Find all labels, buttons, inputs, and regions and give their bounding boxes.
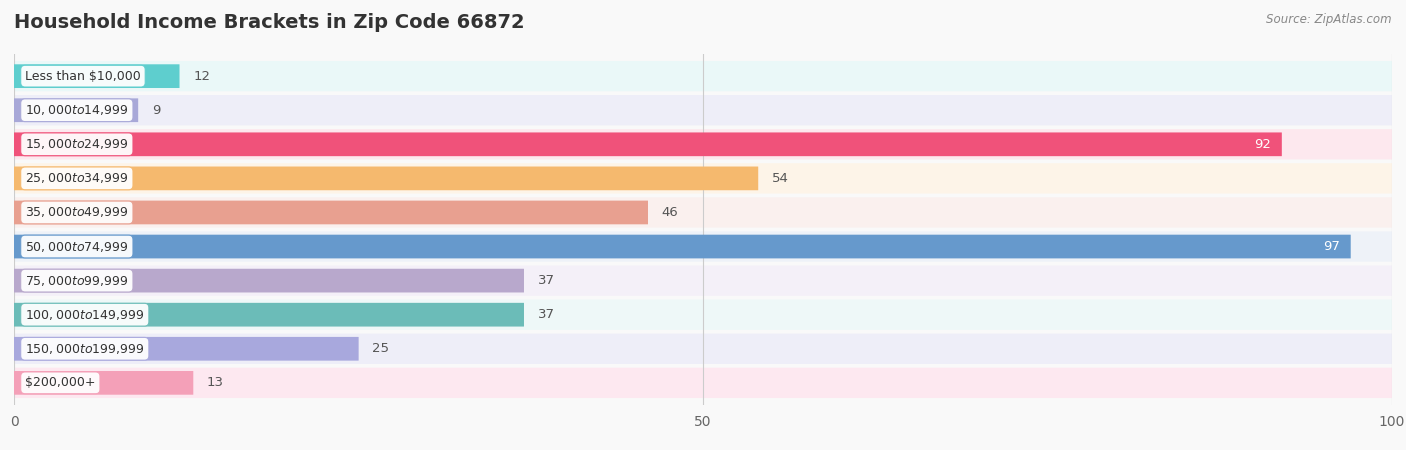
FancyBboxPatch shape bbox=[14, 166, 758, 190]
Text: 37: 37 bbox=[537, 274, 554, 287]
FancyBboxPatch shape bbox=[14, 61, 1392, 91]
Text: $100,000 to $149,999: $100,000 to $149,999 bbox=[25, 308, 145, 322]
FancyBboxPatch shape bbox=[14, 132, 1282, 156]
Text: $10,000 to $14,999: $10,000 to $14,999 bbox=[25, 103, 128, 117]
FancyBboxPatch shape bbox=[14, 129, 1392, 159]
Text: $150,000 to $199,999: $150,000 to $199,999 bbox=[25, 342, 145, 356]
Text: 54: 54 bbox=[772, 172, 789, 185]
FancyBboxPatch shape bbox=[14, 300, 1392, 330]
Text: $15,000 to $24,999: $15,000 to $24,999 bbox=[25, 137, 128, 151]
FancyBboxPatch shape bbox=[14, 99, 138, 122]
Text: $75,000 to $99,999: $75,000 to $99,999 bbox=[25, 274, 128, 288]
FancyBboxPatch shape bbox=[14, 333, 1392, 364]
Text: 46: 46 bbox=[662, 206, 679, 219]
Text: 12: 12 bbox=[193, 70, 209, 83]
FancyBboxPatch shape bbox=[14, 371, 193, 395]
Text: $25,000 to $34,999: $25,000 to $34,999 bbox=[25, 171, 128, 185]
Text: Household Income Brackets in Zip Code 66872: Household Income Brackets in Zip Code 66… bbox=[14, 14, 524, 32]
Text: $200,000+: $200,000+ bbox=[25, 376, 96, 389]
FancyBboxPatch shape bbox=[14, 269, 524, 292]
FancyBboxPatch shape bbox=[14, 95, 1392, 126]
Text: 13: 13 bbox=[207, 376, 224, 389]
Text: 37: 37 bbox=[537, 308, 554, 321]
Text: Source: ZipAtlas.com: Source: ZipAtlas.com bbox=[1267, 14, 1392, 27]
Text: $35,000 to $49,999: $35,000 to $49,999 bbox=[25, 206, 128, 220]
FancyBboxPatch shape bbox=[14, 64, 180, 88]
FancyBboxPatch shape bbox=[14, 337, 359, 360]
Text: Less than $10,000: Less than $10,000 bbox=[25, 70, 141, 83]
FancyBboxPatch shape bbox=[14, 303, 524, 327]
FancyBboxPatch shape bbox=[14, 266, 1392, 296]
FancyBboxPatch shape bbox=[14, 201, 648, 224]
Text: 9: 9 bbox=[152, 104, 160, 117]
Text: 97: 97 bbox=[1323, 240, 1340, 253]
FancyBboxPatch shape bbox=[14, 197, 1392, 228]
FancyBboxPatch shape bbox=[14, 368, 1392, 398]
Text: $50,000 to $74,999: $50,000 to $74,999 bbox=[25, 239, 128, 253]
FancyBboxPatch shape bbox=[14, 231, 1392, 262]
Text: 25: 25 bbox=[373, 342, 389, 355]
Text: 92: 92 bbox=[1254, 138, 1271, 151]
FancyBboxPatch shape bbox=[14, 235, 1351, 258]
FancyBboxPatch shape bbox=[14, 163, 1392, 194]
